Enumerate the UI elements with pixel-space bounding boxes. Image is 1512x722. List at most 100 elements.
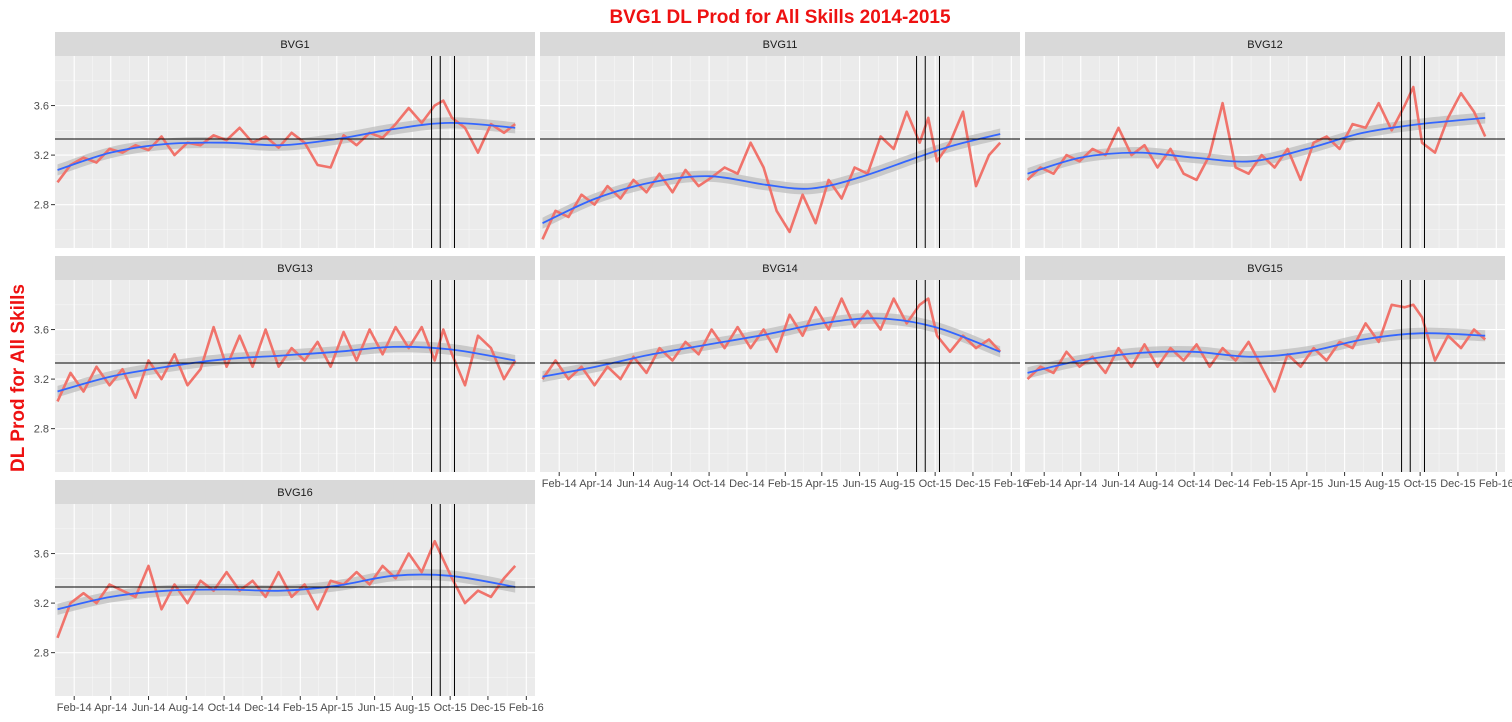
smooth-trend-line — [57, 345, 516, 393]
facet-bvg16: BVG16 2.8 3.2 3.6 Feb-14 Apr-14 Jun-14 Aug-14 Oc… — [34, 480, 544, 714]
x-tick-label: Feb-16 — [994, 478, 1029, 490]
y-tick-label: 2.8 — [34, 648, 49, 660]
smooth-trend-line — [542, 133, 1001, 225]
smooth-trend-line — [1027, 117, 1486, 175]
raw-series-line — [56, 99, 516, 184]
facet-bvg11: BVG11 — [540, 32, 1020, 248]
facet-bvg13: BVG13 2.8 3.2 3.6 — [34, 256, 535, 472]
y-tick-label: 3.6 — [34, 101, 49, 113]
x-tick-label: Oct-14 — [208, 702, 241, 714]
raw-series-line — [56, 539, 517, 639]
x-tick-label: Feb-14 — [1027, 478, 1062, 490]
smooth-trend-line — [57, 573, 516, 611]
confidence-band — [57, 117, 516, 176]
x-tick-label: Feb-15 — [283, 702, 318, 714]
panel-content — [55, 56, 535, 248]
x-tick-label: Oct-15 — [434, 702, 467, 714]
x-tick-label: Oct-14 — [693, 478, 726, 490]
raw-series-line — [541, 297, 1002, 387]
y-axis-label: DL Prod for All Skills — [8, 284, 29, 472]
facet-bvg12: BVG12 — [1025, 32, 1505, 248]
facet-strip — [540, 32, 1020, 56]
panel-content — [55, 504, 535, 696]
x-tick-label: Feb-14 — [57, 702, 92, 714]
x-tick-label: Aug-15 — [1365, 478, 1400, 490]
raw-series-line — [1026, 303, 1487, 393]
panel-background — [1025, 280, 1505, 472]
panel-background — [55, 504, 535, 696]
facet-bvg1: BVG1 2.8 3.2 3.6 — [34, 32, 535, 248]
x-tick-label: Aug-14 — [654, 478, 689, 490]
x-tick-label: Jun-15 — [843, 478, 877, 490]
x-tick-label: Jun-15 — [1328, 478, 1362, 490]
panel-content — [55, 280, 535, 472]
x-tick-label: Apr-14 — [94, 702, 127, 714]
x-tick-label: Apr-14 — [579, 478, 612, 490]
x-tick-label: Feb-16 — [509, 702, 544, 714]
panel-content — [540, 280, 1020, 472]
facet-strip-label: BVG11 — [763, 39, 798, 51]
chart-title: BVG1 DL Prod for All Skills 2014-2015 — [609, 7, 951, 28]
y-tick-label: 3.2 — [34, 150, 49, 162]
x-tick-label: Jun-14 — [132, 702, 166, 714]
x-tick-label: Jun-14 — [1102, 478, 1136, 490]
x-tick-label: Apr-15 — [1290, 478, 1323, 490]
panel-background — [540, 280, 1020, 472]
x-tick-label: Jun-14 — [617, 478, 651, 490]
raw-series-line — [541, 110, 1002, 240]
y-tick-label: 2.8 — [34, 424, 49, 436]
facet-strip-label: BVG12 — [1247, 39, 1282, 51]
x-tick-label: Oct-15 — [919, 478, 952, 490]
x-tick-label: Feb-14 — [542, 478, 577, 490]
facet-strip — [1025, 32, 1505, 56]
x-tick-label: Dec-15 — [1440, 478, 1475, 490]
x-tick-label: Aug-14 — [1139, 478, 1174, 490]
x-tick-label: Dec-14 — [729, 478, 764, 490]
x-tick-label: Dec-14 — [244, 702, 279, 714]
x-tick-label: Feb-15 — [1253, 478, 1288, 490]
facet-strip — [540, 256, 1020, 280]
x-tick-label: Aug-15 — [395, 702, 430, 714]
x-tick-label: Apr-15 — [320, 702, 353, 714]
x-tick-label: Dec-14 — [1214, 478, 1249, 490]
smooth-trend-line — [57, 121, 516, 171]
panel-content — [1025, 280, 1505, 472]
panel-content — [540, 56, 1020, 248]
x-tick-label: Oct-14 — [1178, 478, 1211, 490]
facet-strip-label: BVG15 — [1247, 263, 1282, 275]
confidence-band — [1027, 112, 1486, 180]
facet-strip — [55, 256, 535, 280]
x-tick-label: Oct-15 — [1404, 478, 1437, 490]
facet-strip-label: BVG16 — [277, 487, 312, 499]
x-tick-label: Aug-14 — [169, 702, 204, 714]
x-tick-label: Apr-15 — [805, 478, 838, 490]
x-tick-label: Dec-15 — [470, 702, 505, 714]
raw-series-line — [56, 325, 517, 402]
y-tick-label: 2.8 — [34, 200, 49, 212]
confidence-band — [57, 568, 516, 615]
smooth-trend-line — [1027, 332, 1486, 374]
x-tick-label: Jun-15 — [358, 702, 392, 714]
x-tick-label: Aug-15 — [880, 478, 915, 490]
facet-strip — [55, 480, 535, 504]
y-tick-label: 3.6 — [34, 325, 49, 337]
facet-strip-label: BVG14 — [762, 263, 797, 275]
y-tick-label: 3.2 — [34, 374, 49, 386]
raw-series-line — [1026, 85, 1487, 182]
facet-strip-label: BVG1 — [280, 39, 309, 51]
y-tick-label: 3.2 — [34, 598, 49, 610]
x-tick-label: Dec-15 — [955, 478, 990, 490]
panel-content — [1025, 56, 1505, 248]
x-tick-label: Apr-14 — [1064, 478, 1097, 490]
y-tick-label: 3.6 — [34, 549, 49, 561]
facet-strip — [55, 32, 535, 56]
facet-strip-label: BVG13 — [277, 263, 312, 275]
x-tick-label: Feb-16 — [1479, 478, 1512, 490]
confidence-band — [1027, 327, 1486, 379]
facet-strip — [1025, 256, 1505, 280]
x-tick-label: Feb-15 — [768, 478, 803, 490]
